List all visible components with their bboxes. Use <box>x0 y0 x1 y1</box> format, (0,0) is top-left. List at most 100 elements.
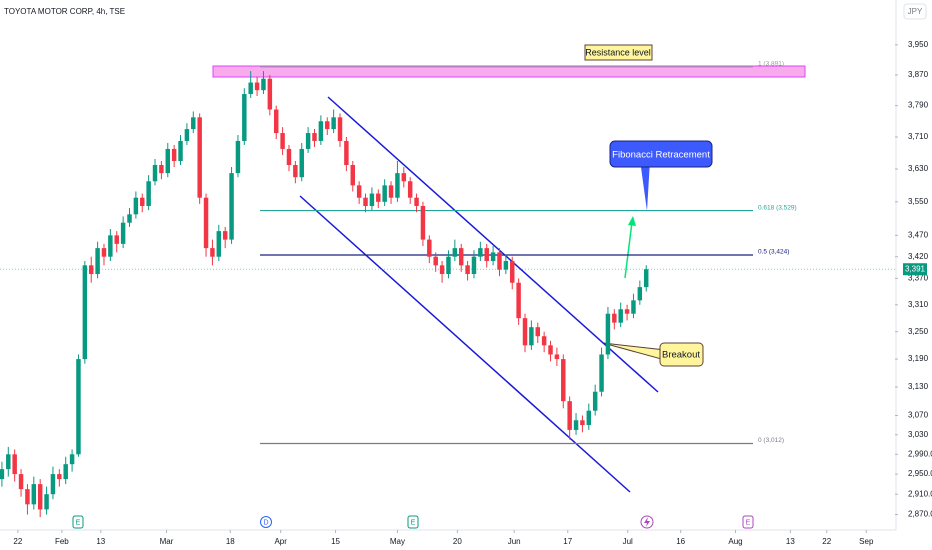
candle-body <box>69 454 75 465</box>
candle-body <box>229 173 234 240</box>
candle-body <box>592 391 598 411</box>
candle-body <box>101 248 107 257</box>
candle-body <box>420 205 426 240</box>
candle-body <box>356 185 362 198</box>
event-label: E <box>411 519 416 526</box>
candle-body <box>133 197 139 215</box>
candle-body <box>503 261 509 270</box>
candle-body <box>631 300 636 314</box>
event-label: E <box>746 519 751 526</box>
candle-body <box>395 173 400 198</box>
candle-body <box>159 165 164 174</box>
candle-body <box>146 181 151 206</box>
candle-body <box>108 235 113 257</box>
x-tick-label: 13 <box>96 537 105 546</box>
candle-body <box>465 265 470 275</box>
candle-body <box>554 354 560 360</box>
breakout-label: Breakout <box>662 350 700 361</box>
candle-body <box>586 410 592 426</box>
candle-body <box>439 265 445 275</box>
candle-body <box>197 117 202 198</box>
candle-body <box>541 336 547 346</box>
y-tick-label: 3,310 <box>908 300 929 309</box>
candle-body <box>401 173 407 182</box>
candle-body <box>599 354 604 392</box>
event-marker[interactable]: E <box>72 515 84 529</box>
x-tick-label: 13 <box>786 537 795 546</box>
candle-body <box>261 78 266 91</box>
candle-body <box>573 420 579 430</box>
event-marker[interactable]: D <box>260 516 272 528</box>
candle-body <box>446 256 451 275</box>
lightning-icon <box>644 517 650 527</box>
event-badge <box>407 515 419 529</box>
event-marker[interactable]: E <box>407 515 419 529</box>
candle-body <box>140 197 145 206</box>
y-tick-label: 3,420 <box>908 252 929 261</box>
arrow-head <box>628 216 636 226</box>
candle-body <box>312 133 317 141</box>
candle-body <box>222 231 228 240</box>
candle-body <box>63 464 68 480</box>
fib-callout-label: Fibonacci Retracement <box>612 150 710 161</box>
candle-body <box>31 484 37 505</box>
x-tick-label: Jul <box>623 537 633 546</box>
candle-body <box>280 133 285 149</box>
candle-body <box>637 287 643 301</box>
candle-body <box>82 265 88 360</box>
lightning-event[interactable] <box>640 515 654 529</box>
candle-body <box>497 252 502 270</box>
x-tick-label: 20 <box>453 537 462 546</box>
event-label: E <box>76 519 81 526</box>
event-badge <box>72 515 84 529</box>
candle-body <box>12 454 17 475</box>
candle-body <box>535 327 540 337</box>
candle-body <box>458 248 464 266</box>
event-marker[interactable]: E <box>742 515 754 529</box>
y-tick-label: 3,130 <box>908 382 929 391</box>
candle-body <box>331 117 336 130</box>
candle-body <box>37 484 43 510</box>
candle-body <box>203 197 209 249</box>
fib-label: 1 (3,891) <box>758 61 784 68</box>
candle-body <box>127 214 132 223</box>
y-tick-label: 3,030 <box>908 430 929 439</box>
candle-body <box>427 239 432 257</box>
candle-body <box>114 235 119 244</box>
candle-body <box>337 117 343 141</box>
candle-body <box>478 248 483 257</box>
candle-body <box>643 269 649 288</box>
candle-body <box>363 197 368 206</box>
candle-body <box>191 117 196 130</box>
currency-box[interactable] <box>903 3 927 20</box>
arrow-shaft <box>624 221 633 279</box>
candle-body <box>286 148 292 166</box>
y-tick-label: 3,470 <box>908 230 929 239</box>
x-tick-label: Jun <box>508 537 521 546</box>
candle-body <box>510 261 515 283</box>
channel-upper <box>327 96 659 393</box>
candle-body <box>484 248 489 262</box>
event-badge <box>742 515 754 529</box>
candle-body <box>88 265 94 275</box>
y-tick-label: 3,250 <box>908 327 929 336</box>
candle-body <box>624 309 630 314</box>
fib-callout-pointer <box>620 160 650 211</box>
event-badge <box>260 516 272 528</box>
candle-body <box>471 256 477 275</box>
y-tick-label: 2,870.0 <box>908 510 932 519</box>
last-price-label: 3,391 <box>905 264 926 273</box>
candle-body <box>25 489 30 505</box>
channel-lower <box>299 195 631 493</box>
resistance-callout <box>584 44 653 61</box>
candle-body <box>0 469 5 480</box>
candle-body <box>210 248 215 257</box>
x-tick-label: Feb <box>55 537 69 546</box>
x-tick-label: 22 <box>13 537 22 546</box>
candle-body <box>612 313 617 323</box>
candle-body <box>152 165 158 182</box>
x-tick-label: 15 <box>331 537 340 546</box>
candle-body <box>178 140 183 161</box>
